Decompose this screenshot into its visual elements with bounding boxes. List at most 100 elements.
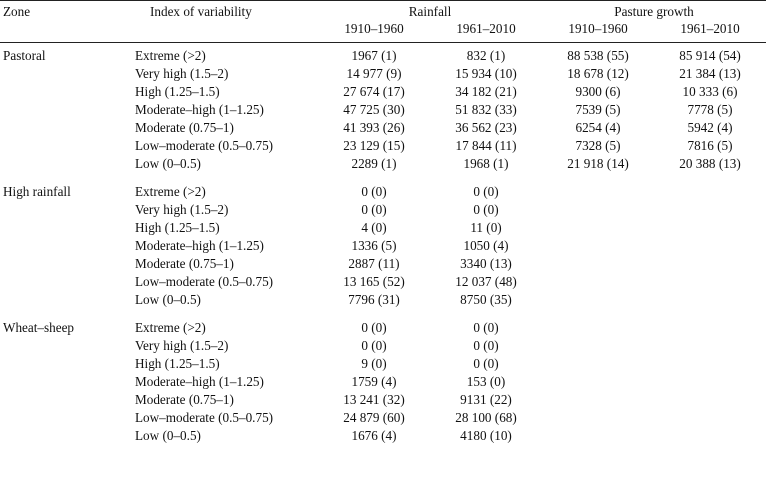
rainfall-1961-2010: 4180 (10) xyxy=(460,428,512,443)
table-row: Moderate (0.75–1) 41 393 (26) 36 562 (23) 6… xyxy=(0,119,766,137)
pasture-1910-1960: 7328 (5) xyxy=(575,138,621,153)
header-period: 1910–1960 xyxy=(542,20,655,43)
rainfall-1961-2010: 11 (0) xyxy=(470,220,502,235)
table-row: Very high (1.5–2) 14 977 (9) 15 934 (10) 18… xyxy=(0,65,766,83)
rainfall-1961-2010: 28 100 (68) xyxy=(455,410,517,425)
pasture-1910-1960 xyxy=(542,291,654,309)
pasture-1961-2010 xyxy=(654,337,766,355)
index-label: High (1.25–1.5) xyxy=(135,356,220,371)
rainfall-1961-2010: 3340 (13) xyxy=(460,256,512,271)
table-row: Low (0–0.5) 2289 (1) 1968 (1) 21 918 (14) 20… xyxy=(0,155,766,173)
table-row: High (1.25–1.5) 27 674 (17) 34 182 (21) 930… xyxy=(0,83,766,101)
index-label: Extreme (>2) xyxy=(135,320,206,335)
zone-name xyxy=(0,273,128,291)
pasture-1961-2010 xyxy=(654,219,766,237)
pasture-1961-2010: 5942 (4) xyxy=(687,120,733,135)
table-row: Moderate–high (1–1.25) 1336 (5) 1050 (4) xyxy=(0,237,766,255)
zone-name xyxy=(0,391,128,409)
pasture-1910-1960: 7539 (5) xyxy=(575,102,621,117)
index-label: Extreme (>2) xyxy=(135,184,206,199)
pasture-1961-2010 xyxy=(654,237,766,255)
index-label: Low (0–0.5) xyxy=(135,428,201,443)
index-label: Low (0–0.5) xyxy=(135,292,201,307)
table-row: High (1.25–1.5) 4 (0) 11 (0) xyxy=(0,219,766,237)
rainfall-1910-1960: 13 241 (32) xyxy=(343,392,405,407)
zone-name xyxy=(0,137,128,155)
zone-name xyxy=(0,83,128,101)
table-row: High rainfall Extreme (>2) 0 (0) 0 (0) xyxy=(0,183,766,201)
zone-name: High rainfall xyxy=(3,184,71,199)
table-row: Moderate–high (1–1.25) 1759 (4) 153 (0) xyxy=(0,373,766,391)
index-label: Moderate (0.75–1) xyxy=(135,120,234,135)
zone-name xyxy=(0,101,128,119)
rainfall-1910-1960: 23 129 (15) xyxy=(343,138,405,153)
zone-name: Pastoral xyxy=(3,48,46,63)
table-row: Low (0–0.5) 1676 (4) 4180 (10) xyxy=(0,427,766,445)
pasture-1961-2010 xyxy=(654,391,766,409)
rainfall-1961-2010: 36 562 (23) xyxy=(455,120,517,135)
rainfall-1910-1960: 0 (0) xyxy=(361,338,387,353)
table-row: Low (0–0.5) 7796 (31) 8750 (35) xyxy=(0,291,766,309)
index-label: High (1.25–1.5) xyxy=(135,220,220,235)
table-row: Pastoral Extreme (>2) 1967 (1) 832 (1) 88 53… xyxy=(0,43,766,66)
rainfall-1961-2010: 0 (0) xyxy=(473,202,499,217)
rainfall-1910-1960: 1759 (4) xyxy=(351,374,397,389)
index-label: Moderate–high (1–1.25) xyxy=(135,102,264,117)
pasture-1961-2010 xyxy=(654,255,766,273)
index-label: Very high (1.5–2) xyxy=(135,338,229,353)
zone-name xyxy=(0,409,128,427)
rainfall-1961-2010: 51 832 (33) xyxy=(455,102,517,117)
rainfall-1910-1960: 27 674 (17) xyxy=(343,84,405,99)
pasture-1910-1960 xyxy=(542,355,654,373)
index-label: Low–moderate (0.5–0.75) xyxy=(135,274,274,289)
zone-name xyxy=(0,355,128,373)
index-label: Moderate–high (1–1.25) xyxy=(135,238,264,253)
rainfall-1961-2010: 34 182 (21) xyxy=(455,84,517,99)
rainfall-1910-1960: 1967 (1) xyxy=(351,48,397,63)
table-row: Low–moderate (0.5–0.75) 24 879 (60) 28 100… xyxy=(0,409,766,427)
rainfall-1961-2010: 153 (0) xyxy=(466,374,506,389)
header-rainfall: Rainfall xyxy=(318,0,543,20)
pasture-1961-2010: 85 914 (54) xyxy=(679,48,741,63)
pasture-1910-1960 xyxy=(542,391,654,409)
rainfall-1961-2010: 15 934 (10) xyxy=(455,66,517,81)
table-row: Very high (1.5–2) 0 (0) 0 (0) xyxy=(0,337,766,355)
pasture-1910-1960 xyxy=(542,183,654,201)
pasture-1910-1960 xyxy=(542,273,654,291)
pasture-1910-1960: 6254 (4) xyxy=(575,120,621,135)
pasture-1910-1960 xyxy=(542,427,654,445)
pasture-1910-1960 xyxy=(542,409,654,427)
index-label: High (1.25–1.5) xyxy=(135,84,220,99)
index-label: Moderate (0.75–1) xyxy=(135,256,234,271)
header-index: Index of variability xyxy=(128,0,318,20)
rainfall-1910-1960: 14 977 (9) xyxy=(346,66,402,81)
rainfall-1961-2010: 0 (0) xyxy=(473,356,499,371)
header-blank xyxy=(128,20,318,43)
header-zone: Zone xyxy=(0,0,128,20)
rainfall-1910-1960: 7796 (31) xyxy=(348,292,400,307)
zone-name xyxy=(0,337,128,355)
group-spacer xyxy=(0,309,766,319)
index-label: Extreme (>2) xyxy=(135,48,206,63)
rainfall-1910-1960: 0 (0) xyxy=(361,202,387,217)
pasture-1961-2010: 10 333 (6) xyxy=(682,84,738,99)
rainfall-1910-1960: 1676 (4) xyxy=(351,428,397,443)
zone-name xyxy=(0,237,128,255)
pasture-1961-2010 xyxy=(654,409,766,427)
rainfall-1961-2010: 0 (0) xyxy=(473,320,499,335)
pasture-1961-2010 xyxy=(654,291,766,309)
pasture-1961-2010: 20 388 (13) xyxy=(679,156,741,171)
zone-name xyxy=(0,255,128,273)
rainfall-1961-2010: 17 844 (11) xyxy=(455,138,517,153)
rainfall-1910-1960: 13 165 (52) xyxy=(343,274,405,289)
pasture-1961-2010 xyxy=(654,373,766,391)
rainfall-1961-2010: 8750 (35) xyxy=(460,292,512,307)
pasture-1910-1960 xyxy=(542,237,654,255)
pasture-1910-1960 xyxy=(542,373,654,391)
rainfall-1910-1960: 2887 (11) xyxy=(348,256,400,271)
variability-table: Zone Index of variability Rainfall Pastu… xyxy=(0,0,766,445)
pasture-1910-1960 xyxy=(542,255,654,273)
header-period: 1961–2010 xyxy=(654,20,766,43)
table-row: Moderate (0.75–1) 2887 (11) 3340 (13) xyxy=(0,255,766,273)
group-spacer xyxy=(0,173,766,183)
